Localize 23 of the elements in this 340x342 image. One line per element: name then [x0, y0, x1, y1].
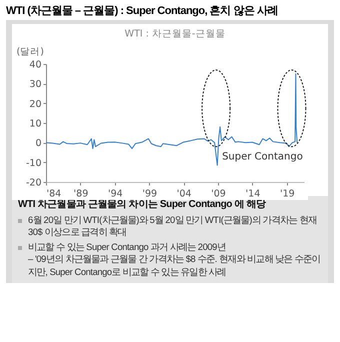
x-tick-label: '99: [142, 188, 158, 200]
x-tick-label: '89: [74, 188, 88, 200]
text: – '09년의 차근월물과 근월물 간 가격차는 $8 수준. 현재와 비교해 낮은 수준이지만, Super Contango로 비교할 수 있는 유일한 사례: [27, 253, 322, 278]
y-axis-title: (달러): [16, 46, 44, 58]
chart-title: WTI (차근월물 – 근월물) : Super Contango, 흔치 않은 사례: [5, 4, 279, 19]
x-tick-label: '09: [211, 188, 226, 200]
x-tick-label: '19: [280, 188, 295, 200]
annotation: Super Contango: [222, 151, 303, 162]
chart-subtitle: WTI : 차근월물-근월물: [124, 28, 226, 40]
y-tick-label: -20: [26, 178, 42, 188]
text: WTI 차근월물과 근월물의 차이는 Super Contango 에 해당: [18, 199, 267, 212]
y-tick-label: 20: [29, 98, 42, 110]
y-tick-label: 30: [29, 79, 42, 90]
text: 비교할 수 있는 Super Contango 과거 사례는 2009년: [27, 240, 226, 253]
y-tick-label: 10: [29, 118, 42, 130]
y-tick-label: 40: [29, 60, 42, 70]
y-tick-label: 0: [35, 138, 42, 150]
text: 6월 20일 만기 WTI(차근월물)와 5월 20일 만기 WTI(근월물)의 가격차는 현재 30$ 이상으로 급격히 확대: [27, 214, 318, 238]
x-tick-label: '94: [108, 188, 123, 200]
x-tick-label: '14: [246, 188, 260, 200]
x-tick-label: '04: [176, 188, 192, 200]
y-tick-label: -10: [26, 158, 42, 169]
x-tick-label: '84: [46, 188, 62, 200]
